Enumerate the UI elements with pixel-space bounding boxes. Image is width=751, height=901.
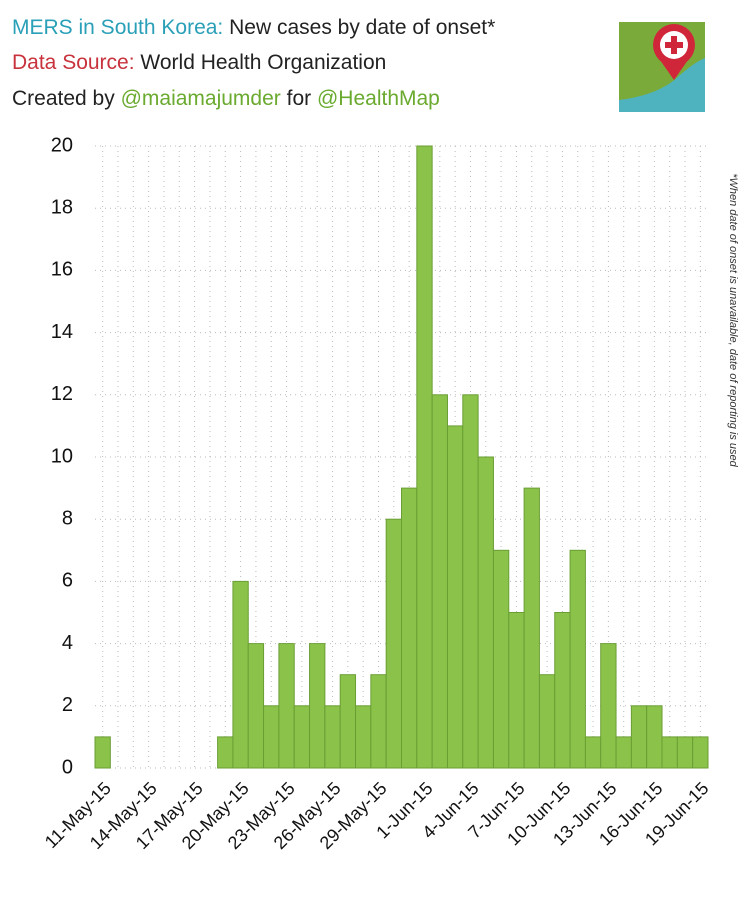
bar [630, 705, 648, 769]
bar [94, 736, 111, 769]
bar [232, 580, 249, 769]
bar [324, 705, 341, 769]
credit-org: @HealthMap [317, 87, 440, 110]
y-tick-label: 10 [51, 445, 73, 467]
title-text: New cases by date of onset* [229, 16, 495, 39]
source-text: World Health Organization [140, 51, 386, 74]
bar [569, 549, 586, 769]
title-lead: MERS in South Korea: [12, 16, 223, 39]
source: Data Source: World Health Organization [12, 51, 386, 74]
footnote: *When date of onset is unavailable, date… [727, 173, 739, 467]
y-tick-label: 12 [51, 383, 73, 405]
bar [355, 705, 372, 769]
bar [339, 674, 357, 769]
bar [462, 394, 479, 769]
y-tick-label: 4 [62, 632, 73, 654]
y-tick-label: 16 [51, 259, 73, 281]
bar [309, 643, 326, 769]
bar [615, 736, 632, 769]
bar [538, 674, 556, 769]
y-tick-label: 20 [51, 134, 73, 156]
bar [554, 612, 571, 769]
y-tick-label: 6 [62, 570, 73, 592]
bar [477, 456, 494, 769]
bar [370, 674, 387, 769]
bar [247, 643, 265, 769]
source-lead: Data Source: [12, 51, 135, 74]
logo [619, 22, 705, 112]
bar [416, 145, 433, 769]
bar [600, 643, 617, 769]
y-tick-label: 18 [51, 196, 73, 218]
bar [431, 394, 448, 769]
y-tick-label: 0 [62, 756, 73, 778]
bar [278, 643, 295, 769]
bar [263, 705, 280, 769]
y-tick-label: 14 [51, 321, 73, 343]
bar [584, 736, 602, 769]
y-tick-label: 2 [62, 694, 73, 716]
title: MERS in South Korea: New cases by date o… [12, 16, 495, 39]
bar [492, 549, 510, 769]
credit-pre: Created by [12, 87, 115, 110]
bar [523, 487, 540, 769]
credit: Created by @maiamajumder for @HealthMap [12, 87, 440, 110]
bar [508, 612, 525, 769]
bar [676, 736, 694, 769]
bar [692, 736, 709, 769]
y-tick-label: 8 [62, 507, 73, 529]
bar [385, 518, 402, 769]
bar [217, 736, 234, 769]
bar [446, 425, 464, 769]
bar [293, 705, 311, 769]
credit-author: @maiamajumder [121, 87, 281, 110]
bar [646, 705, 663, 769]
credit-mid: for [287, 87, 312, 110]
bar [401, 487, 418, 769]
bar [661, 736, 678, 769]
